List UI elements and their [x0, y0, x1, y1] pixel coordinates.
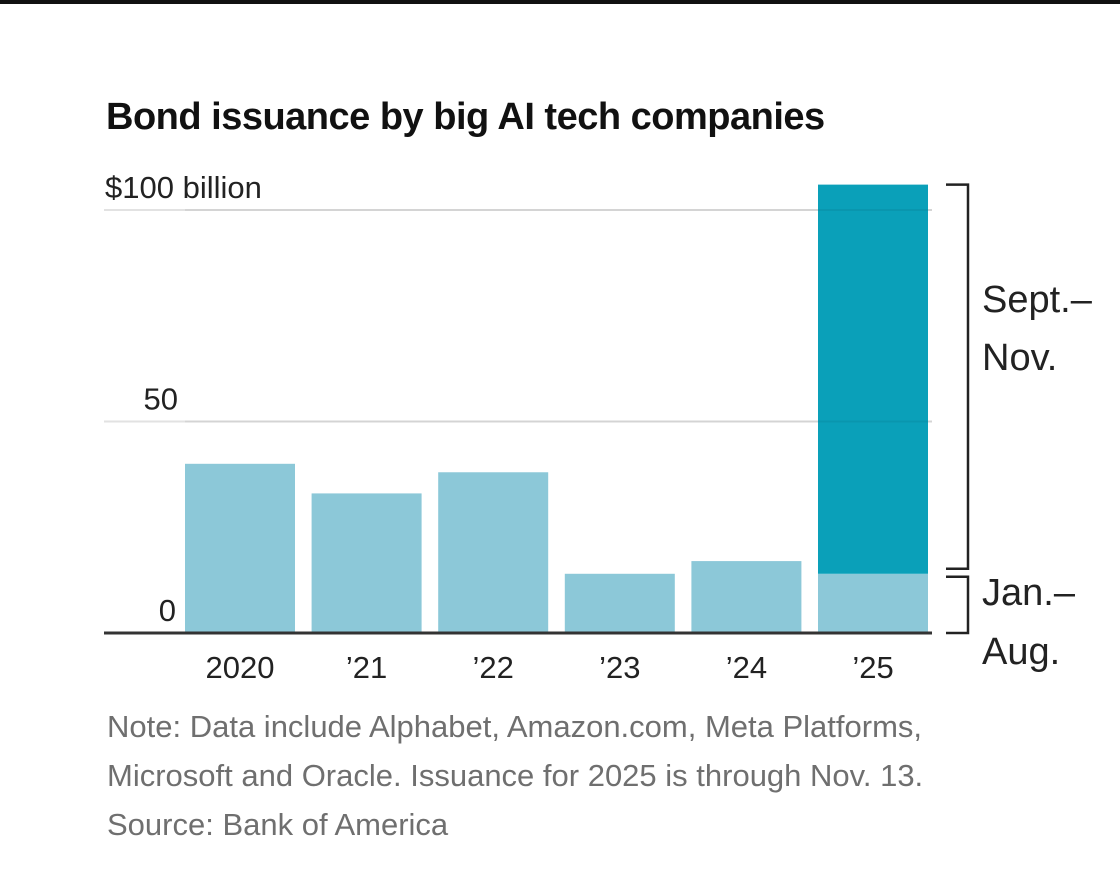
y-tick-label-2: $100 billion: [105, 170, 262, 205]
note-line-2: Microsoft and Oracle. Issuance for 2025 …: [107, 758, 924, 793]
bar-0-series-0: [185, 463, 295, 633]
bracket-label-1-line-0: Jan.–: [982, 572, 1076, 614]
y-tick-label-1: 50: [144, 382, 178, 417]
bar-5-series-1: [818, 184, 928, 574]
bracket-label-1-line-1: Aug.: [982, 631, 1060, 673]
bracket-label-0-line-0: Sept.–: [982, 279, 1093, 321]
x-tick-label-1: ’21: [346, 650, 387, 685]
bracket-sept-nov: [946, 183, 970, 571]
chart-notes: Note: Data include Alphabet, Amazon.com,…: [107, 702, 923, 849]
x-tick-label-0: 2020: [206, 650, 275, 685]
x-tick-label-3: ’23: [599, 650, 640, 685]
x-tick-label-2: ’22: [473, 650, 514, 685]
bar-1-series-0: [311, 493, 422, 633]
bar-chart: 0 50 $100 billion 2020 ’21 ’22 ’23 ’24 ’25 Sept.–…: [104, 170, 1093, 685]
x-tick-label-5: ’25: [852, 650, 893, 685]
top-rule: [0, 0, 1120, 4]
y-tick-label-0: 0: [159, 593, 176, 628]
bar-3-series-0: [564, 573, 675, 633]
bar-4-series-0: [691, 561, 802, 633]
x-tick-label-4: ’24: [726, 650, 767, 685]
note-line-1: Note: Data include Alphabet, Amazon.com,…: [107, 709, 923, 744]
bracket-jan-aug: [946, 575, 970, 635]
bar-5-series-0: [818, 573, 928, 633]
bar-2-series-0: [438, 472, 549, 633]
source-line: Source: Bank of America: [107, 807, 449, 842]
chart-title: Bond issuance by big AI tech companies: [106, 96, 825, 138]
bracket-label-0-line-1: Nov.: [982, 337, 1057, 379]
